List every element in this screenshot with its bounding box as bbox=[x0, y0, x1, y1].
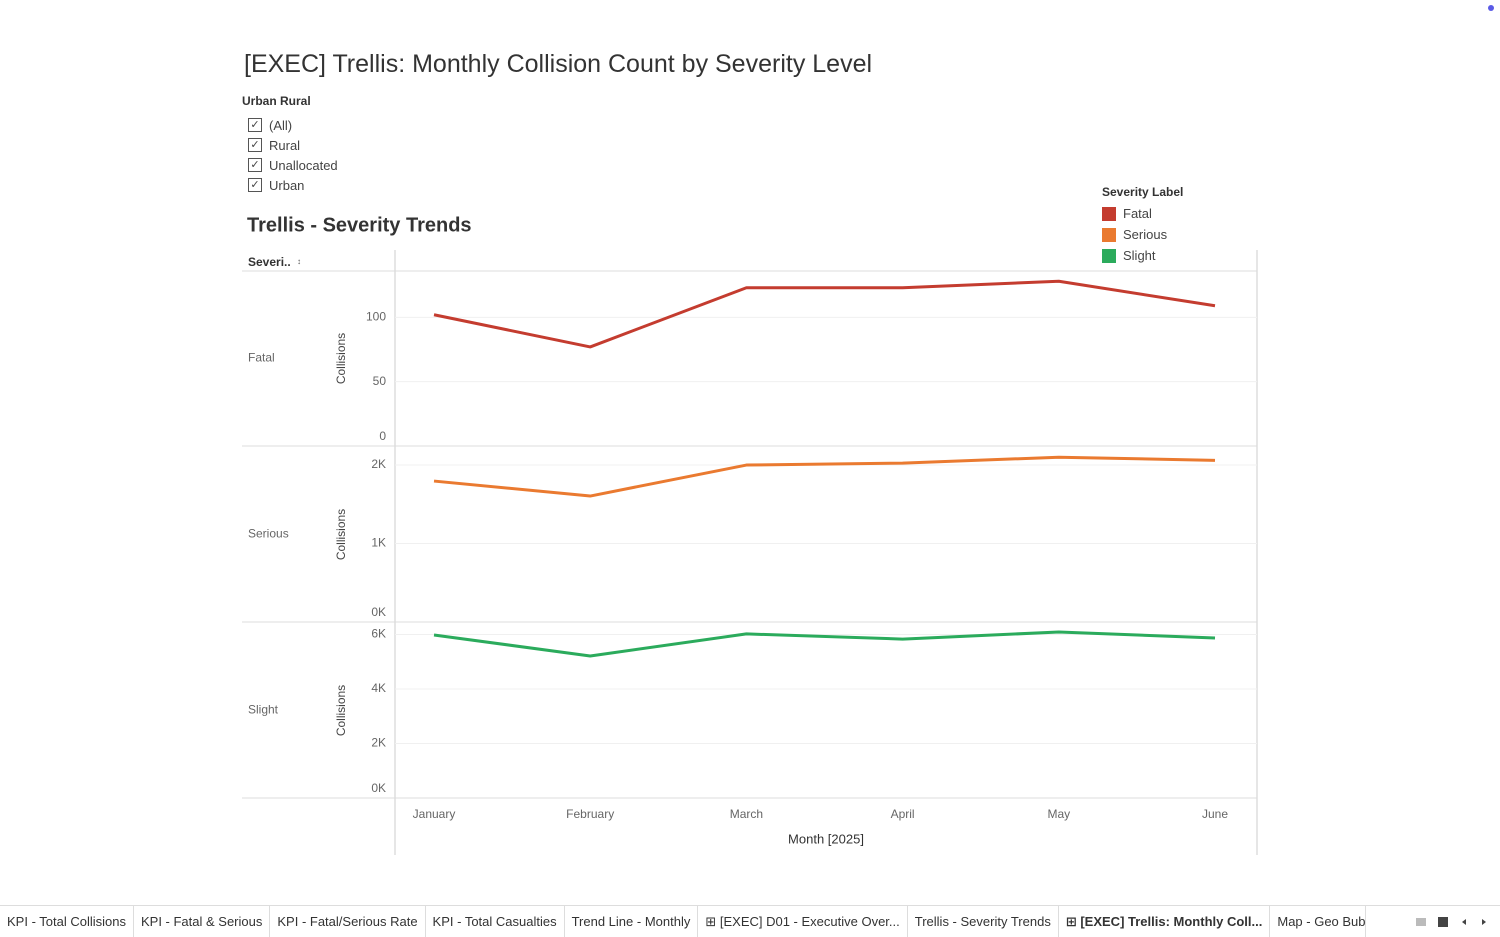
series-line bbox=[433, 455, 1216, 498]
checkbox[interactable]: ✓ bbox=[248, 138, 262, 152]
option-label: Rural bbox=[269, 137, 301, 153]
filter-option[interactable]: ✓ (All) bbox=[248, 115, 338, 135]
sort-icon[interactable]: ↕ bbox=[297, 257, 301, 266]
x-tick-label: January bbox=[413, 807, 456, 821]
option-label: Urban bbox=[269, 177, 305, 193]
legend-label: Fatal bbox=[1123, 206, 1152, 221]
sheet-tab[interactable]: KPI - Total Casualties bbox=[426, 906, 565, 937]
x-tick-label: March bbox=[730, 807, 763, 821]
tab-label: Trellis - Severity Trends bbox=[914, 914, 1051, 929]
status-dot bbox=[1488, 5, 1494, 11]
option-label: (All) bbox=[269, 117, 293, 133]
sheet-title: Trellis - Severity Trends bbox=[247, 214, 472, 236]
filter-option[interactable]: ✓ Rural bbox=[248, 135, 338, 155]
tab-label: KPI - Total Casualties bbox=[432, 914, 557, 929]
sheet-tab[interactable]: KPI - Fatal & Serious bbox=[134, 906, 271, 937]
y-axis-label: Collisions bbox=[334, 333, 348, 384]
legend: Severity Label Fatal Serious Slight bbox=[1102, 185, 1183, 266]
row-label: Slight bbox=[248, 703, 279, 717]
y-tick-label: 50 bbox=[373, 374, 387, 388]
x-tick-label: June bbox=[1202, 807, 1228, 821]
tab-label: KPI - Fatal & Serious bbox=[140, 914, 263, 929]
y-tick-label: 0 bbox=[379, 429, 386, 443]
legend-label: Serious bbox=[1123, 227, 1168, 242]
sheet-tab[interactable]: KPI - Total Collisions bbox=[0, 906, 134, 937]
dashboard-title: [EXEC] Trellis: Monthly Collision Count … bbox=[244, 50, 873, 78]
y-axis-label: Collisions bbox=[334, 685, 348, 736]
row-label: Fatal bbox=[248, 351, 275, 365]
tab-label: Trend Line - Monthly bbox=[571, 914, 691, 929]
legend-entry[interactable]: Slight bbox=[1102, 245, 1183, 266]
sheet-tab[interactable]: Map - Geo Bubl bbox=[1270, 906, 1367, 937]
y-tick-label: 100 bbox=[366, 309, 386, 323]
y-axis-label: Collisions bbox=[334, 509, 348, 560]
legend-title: Severity Label bbox=[1102, 185, 1184, 199]
checkbox[interactable]: ✓ bbox=[248, 118, 262, 132]
checkbox[interactable]: ✓ bbox=[248, 158, 262, 172]
filter-title: Urban Rural bbox=[242, 94, 311, 108]
tab-label: Map - Geo Bubl bbox=[1277, 914, 1367, 929]
sheet-tab[interactable]: Trend Line - Monthly bbox=[565, 906, 699, 937]
sheet-tab[interactable]: ⊞ [EXEC] Trellis: Monthly Coll... bbox=[1058, 906, 1271, 937]
legend-entry[interactable]: Fatal bbox=[1102, 203, 1183, 224]
legend-label: Slight bbox=[1123, 248, 1156, 263]
trellis-chart: Trellis - Severity Trends Severi.. ↕ 0 50… bbox=[242, 5, 1494, 855]
series-line bbox=[433, 630, 1216, 658]
x-axis-label: Month [2025] bbox=[788, 831, 864, 846]
series-line bbox=[433, 279, 1216, 349]
y-tick-label: 2K bbox=[371, 457, 386, 471]
checkbox[interactable]: ✓ bbox=[248, 178, 262, 192]
tab-label: KPI - Fatal/Serious Rate bbox=[277, 914, 418, 929]
legend-swatch bbox=[1102, 227, 1116, 242]
filter-list: ✓ (All) ✓ Rural ✓ Unallocated ✓ Urban bbox=[248, 115, 338, 195]
dashboard-icon: ⊞ bbox=[1065, 914, 1081, 929]
sheet-tab[interactable]: Trellis - Severity Trends bbox=[908, 906, 1059, 937]
filter-option[interactable]: ✓ Unallocated bbox=[248, 155, 338, 175]
tab-label: [EXEC] Trellis: Monthly Coll... bbox=[1080, 914, 1263, 929]
x-tick-label: February bbox=[566, 807, 614, 821]
sheet-tab[interactable]: KPI - Fatal/Serious Rate bbox=[270, 906, 426, 937]
y-tick-label: 6K bbox=[371, 627, 386, 641]
nav-icons[interactable] bbox=[1414, 915, 1494, 929]
x-tick-label: May bbox=[1047, 807, 1070, 821]
row-label: Serious bbox=[248, 527, 289, 541]
row-header: Severi.. bbox=[248, 255, 291, 269]
legend-swatch bbox=[1102, 206, 1116, 221]
x-tick-label: April bbox=[891, 807, 915, 821]
tab-controls bbox=[1414, 915, 1494, 929]
y-tick-label: 0K bbox=[371, 605, 386, 619]
y-tick-label: 2K bbox=[371, 736, 386, 750]
dashboard-icon: ⊞ bbox=[705, 914, 720, 929]
sheet-tabs: KPI - Total Collisions KPI - Fatal & Seri… bbox=[0, 905, 1500, 937]
option-label: Unallocated bbox=[269, 157, 338, 173]
filter-option[interactable]: ✓ Urban bbox=[248, 175, 338, 195]
y-tick-label: 4K bbox=[371, 681, 386, 695]
legend-swatch bbox=[1102, 248, 1116, 263]
legend-entry[interactable]: Serious bbox=[1102, 224, 1183, 245]
tab-label: [EXEC] D01 - Executive Over... bbox=[719, 914, 900, 929]
tab-label: KPI - Total Collisions bbox=[7, 914, 126, 929]
y-tick-label: 1K bbox=[371, 536, 386, 550]
sheet-tab[interactable]: ⊞ [EXEC] D01 - Executive Over... bbox=[698, 906, 908, 937]
y-tick-label: 0K bbox=[371, 781, 386, 795]
